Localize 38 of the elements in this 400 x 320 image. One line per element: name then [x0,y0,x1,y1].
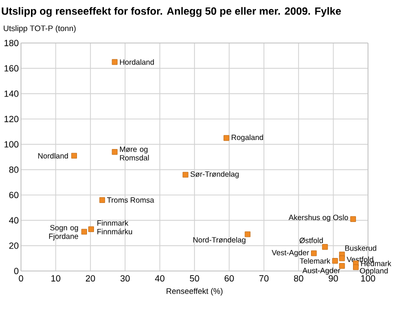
x-tick-label: 100 [361,275,376,282]
y-tick-label: 20 [9,242,18,249]
point [88,226,94,232]
y-tick-label: 100 [4,141,18,148]
point [99,197,106,203]
x-tick-label: 30 [120,275,130,282]
point [81,228,88,235]
point [350,216,356,222]
y-tick-label: 120 [4,116,18,122]
point [112,59,118,65]
x-tick-label: 10 [51,275,60,282]
x-tick-label: 50 [190,275,200,282]
point [353,264,359,270]
point [112,149,118,155]
point [71,152,77,159]
y-tick-label: 160 [4,65,18,72]
point [182,172,188,178]
point [339,263,345,269]
point [332,258,338,264]
x-tick-label: 70 [259,275,269,282]
x-tick-label: 90 [328,275,338,282]
x-tick-label: 80 [294,275,304,282]
y-tick-label: 60 [9,192,18,198]
y-tick-label: 180 [4,40,18,46]
y-tick-label: 0 [14,268,18,274]
x-tick-label: 40 [155,275,164,282]
point [339,255,345,262]
x-tick-label: 20 [86,275,96,282]
y-tick-label: 140 [4,90,18,97]
point [224,135,230,141]
x-tick-label: 60 [224,275,234,282]
point [311,250,317,256]
point [244,231,250,238]
y-tick-label: 80 [9,166,18,173]
x-tick-label: 0 [18,275,24,282]
chart-title: Utslipp og renseeffekt for fosfor. Anlegg 50 pe eller mer. 2009. Fylke [2,7,341,17]
point [322,244,328,250]
y-tick-label: 40 [9,217,18,224]
